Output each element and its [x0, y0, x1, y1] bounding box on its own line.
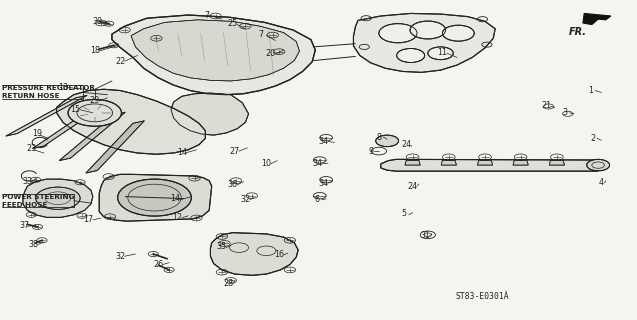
Text: 22: 22: [115, 57, 125, 66]
Text: 12: 12: [173, 213, 182, 222]
Circle shape: [36, 187, 80, 209]
Text: 19: 19: [32, 129, 43, 138]
Text: 34: 34: [318, 180, 329, 188]
Text: 28: 28: [223, 279, 233, 288]
Text: 4: 4: [599, 179, 604, 188]
Text: 3: 3: [562, 108, 568, 117]
Polygon shape: [32, 104, 106, 148]
Text: 36: 36: [227, 180, 238, 189]
Polygon shape: [513, 160, 528, 165]
Text: POWER STEERING
FEED HOSE: POWER STEERING FEED HOSE: [2, 194, 75, 208]
Text: 17: 17: [83, 215, 94, 224]
Circle shape: [68, 100, 122, 126]
Text: 23: 23: [26, 144, 36, 153]
Circle shape: [379, 24, 417, 43]
Circle shape: [376, 135, 399, 147]
Text: 13: 13: [58, 83, 68, 92]
Text: 7: 7: [259, 30, 264, 39]
Polygon shape: [131, 20, 299, 81]
Polygon shape: [57, 89, 205, 154]
Text: 14: 14: [171, 194, 180, 204]
Text: 10: 10: [261, 159, 271, 168]
Text: 32: 32: [115, 252, 125, 261]
Text: 38: 38: [29, 240, 39, 249]
Polygon shape: [171, 93, 248, 135]
Text: 18: 18: [90, 45, 100, 55]
Text: 20: 20: [266, 49, 276, 58]
Text: 1: 1: [588, 86, 593, 95]
Text: 16: 16: [274, 251, 284, 260]
Text: 34: 34: [318, 137, 329, 146]
Polygon shape: [354, 13, 495, 72]
Text: 32: 32: [240, 195, 250, 204]
Polygon shape: [86, 121, 145, 173]
Text: 33: 33: [22, 177, 32, 186]
Text: 30: 30: [92, 17, 103, 26]
Circle shape: [587, 159, 610, 171]
Polygon shape: [405, 160, 420, 165]
Text: 27: 27: [229, 147, 240, 156]
Text: 31: 31: [420, 231, 430, 240]
Text: 29: 29: [90, 96, 100, 105]
Text: 15: 15: [71, 105, 81, 114]
Circle shape: [118, 179, 191, 216]
Text: 24: 24: [401, 140, 412, 149]
Text: PRESSURE REGULATOR
RETURN HOSE: PRESSURE REGULATOR RETURN HOSE: [2, 85, 95, 100]
Circle shape: [397, 49, 425, 62]
Polygon shape: [23, 179, 93, 217]
Polygon shape: [99, 174, 211, 221]
Polygon shape: [381, 159, 605, 171]
Text: 6: 6: [315, 195, 320, 204]
Text: 9: 9: [368, 147, 373, 156]
Text: ST83-E0301À: ST83-E0301À: [455, 292, 510, 301]
Polygon shape: [112, 15, 315, 95]
Text: 5: 5: [402, 209, 407, 218]
Text: 26: 26: [154, 260, 163, 269]
Text: 7: 7: [204, 11, 210, 20]
Text: 2: 2: [590, 134, 596, 143]
Polygon shape: [441, 160, 457, 165]
Text: 35: 35: [217, 242, 227, 251]
Polygon shape: [549, 160, 564, 165]
Text: 21: 21: [541, 101, 551, 110]
Circle shape: [428, 47, 454, 60]
Text: 34: 34: [312, 159, 322, 168]
Polygon shape: [477, 160, 492, 165]
Text: 25: 25: [227, 19, 238, 28]
Polygon shape: [210, 233, 298, 275]
Text: 8: 8: [376, 132, 382, 141]
Polygon shape: [59, 112, 125, 161]
Text: 37: 37: [20, 221, 30, 230]
Circle shape: [443, 25, 474, 41]
Text: 24: 24: [408, 182, 418, 191]
Text: FR.: FR.: [569, 27, 587, 36]
Polygon shape: [583, 13, 611, 25]
Circle shape: [410, 21, 446, 39]
Text: 11: 11: [438, 48, 447, 57]
Polygon shape: [6, 95, 87, 136]
Text: 14: 14: [177, 148, 187, 156]
